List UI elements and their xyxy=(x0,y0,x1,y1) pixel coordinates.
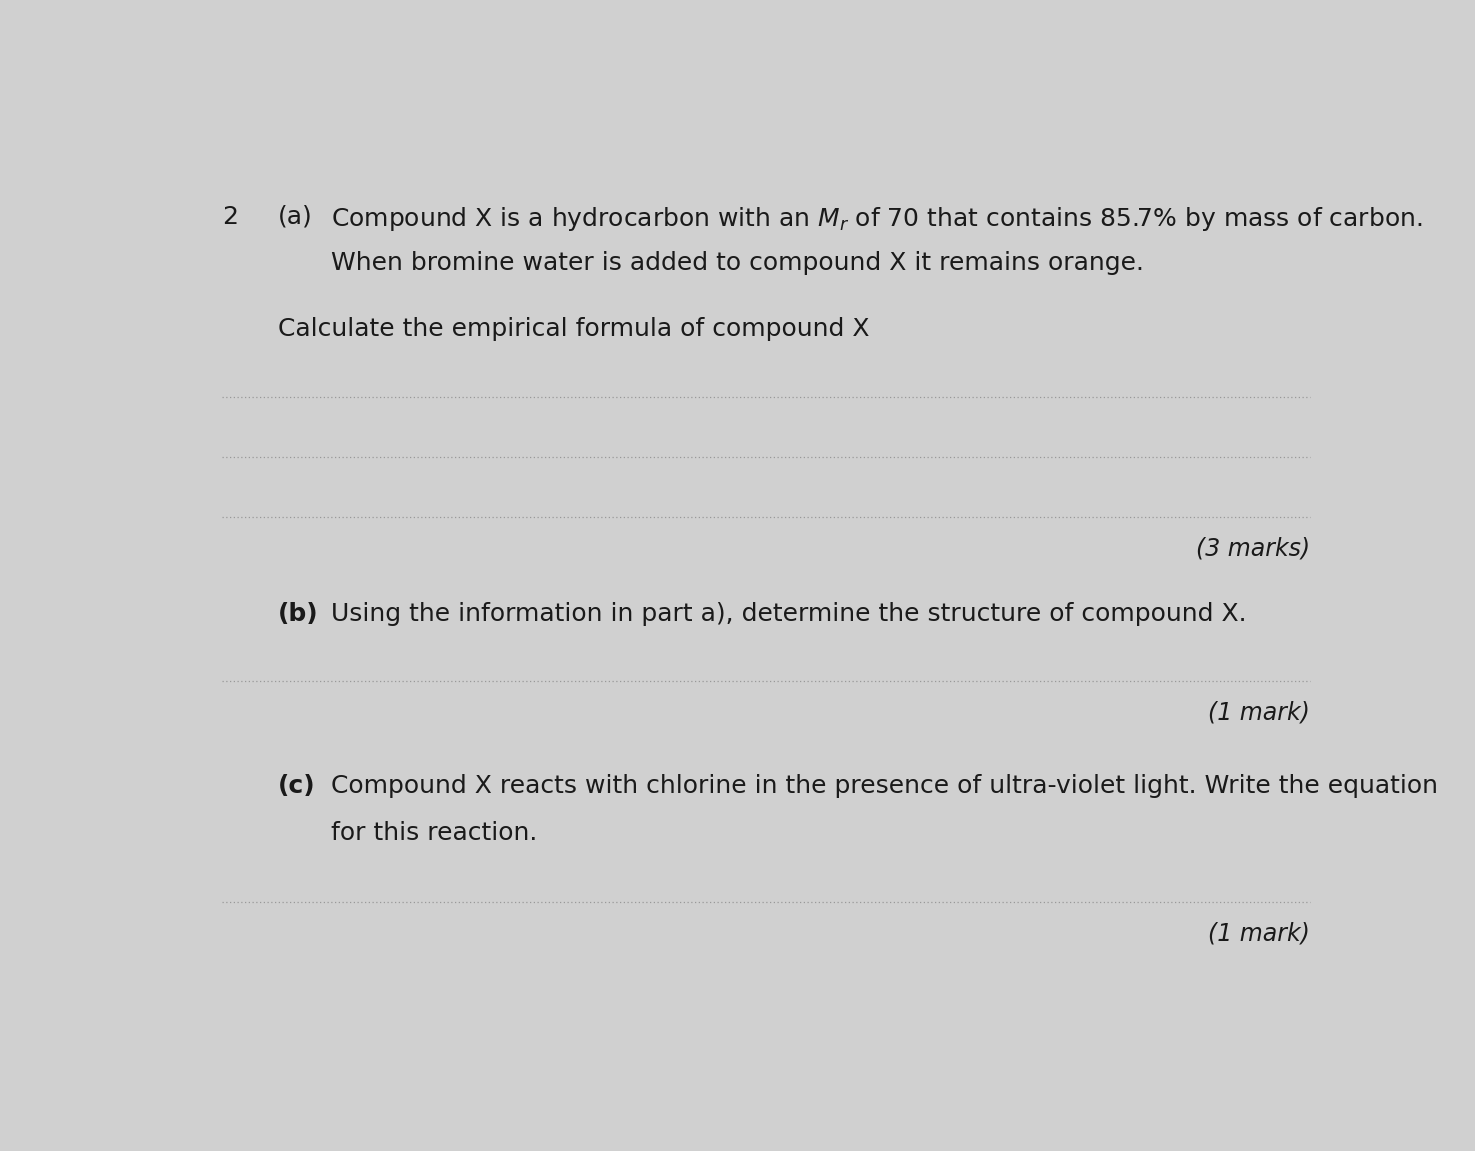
Text: Calculate the empirical formula of compound X: Calculate the empirical formula of compo… xyxy=(279,318,870,341)
Text: Using the information in part a), determine the structure of compound X.: Using the information in part a), determ… xyxy=(330,602,1246,626)
Text: (1 mark): (1 mark) xyxy=(1208,701,1310,725)
Text: Compound X reacts with chlorine in the presence of ultra-violet light. Write the: Compound X reacts with chlorine in the p… xyxy=(330,775,1438,799)
Text: (1 mark): (1 mark) xyxy=(1208,922,1310,946)
Text: (c): (c) xyxy=(279,775,316,799)
Text: for this reaction.: for this reaction. xyxy=(330,821,537,845)
Text: (b): (b) xyxy=(279,602,319,626)
Text: (a): (a) xyxy=(279,205,313,229)
Text: When bromine water is added to compound X it remains orange.: When bromine water is added to compound … xyxy=(330,251,1143,275)
Text: Compound X is a hydrocarbon with an $M_r$ of 70 that contains 85.7% by mass of c: Compound X is a hydrocarbon with an $M_r… xyxy=(330,205,1422,233)
Text: (3 marks): (3 marks) xyxy=(1196,536,1310,561)
Text: 2: 2 xyxy=(223,205,237,229)
